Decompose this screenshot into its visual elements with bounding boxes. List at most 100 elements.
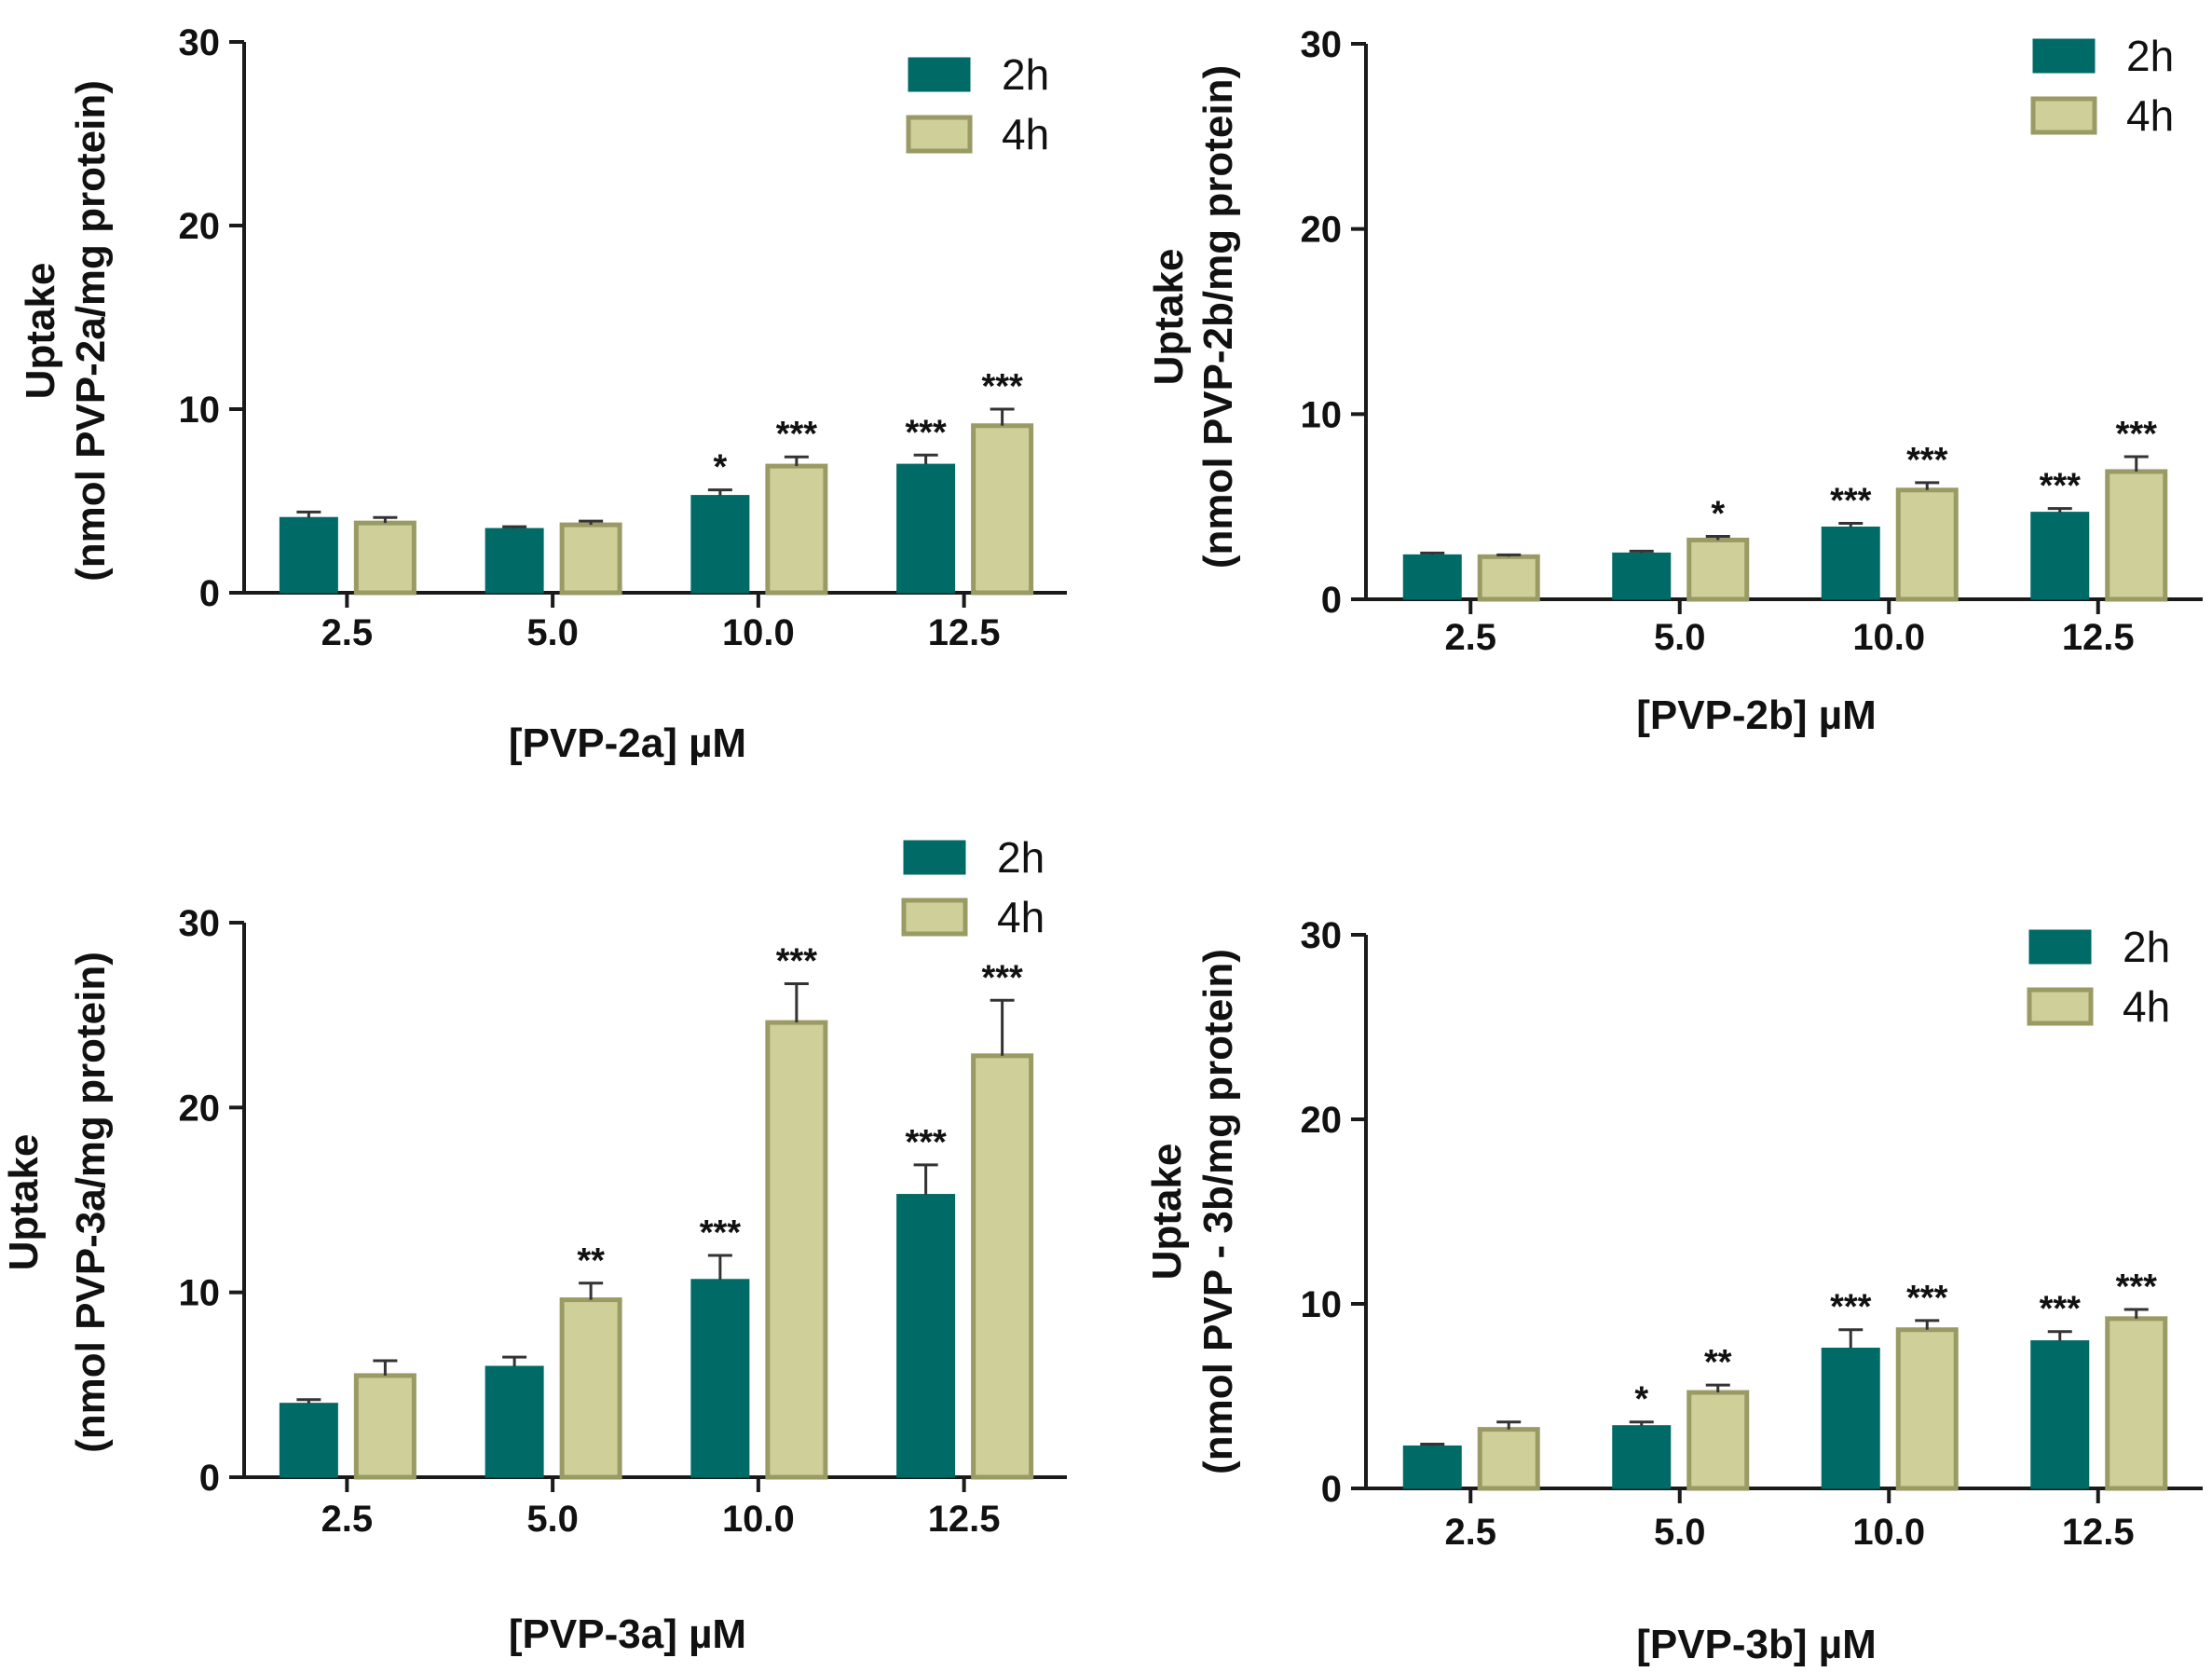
- x-tick-label: 10.0: [722, 612, 795, 653]
- x-axis-label: [PVP-3a] µM: [509, 1611, 746, 1657]
- bar-2h: [1402, 554, 1462, 600]
- x-axis-label: [PVP-2a] µM: [509, 720, 746, 766]
- x-tick-label: 10.0: [1852, 1512, 1925, 1553]
- bar-4h: [2105, 1316, 2168, 1491]
- bar-2h: [1821, 1348, 1880, 1489]
- significance-label: ***: [1906, 441, 1948, 480]
- significance-label: ***: [1830, 482, 1872, 521]
- significance-label: ***: [776, 941, 818, 980]
- legend-label-2h: 2h: [1002, 50, 1049, 99]
- significance-label: ***: [2116, 415, 2158, 454]
- bar-2h: [279, 516, 338, 594]
- significance-label: ***: [2040, 467, 2082, 506]
- y-tick-label: 20: [1301, 210, 1343, 251]
- x-tick-label: 12.5: [928, 1499, 1001, 1540]
- x-tick-label: 5.0: [1654, 1512, 1706, 1553]
- x-tick-label: 2.5: [321, 612, 374, 653]
- bar-2h: [2030, 512, 2090, 600]
- legend-label-2h: 2h: [2126, 32, 2174, 80]
- bar-2h: [1821, 527, 1880, 600]
- bar-4h: [559, 522, 622, 596]
- bar-2h: [485, 1365, 544, 1478]
- y-axis-label-line1: Uptake: [1, 1134, 47, 1271]
- chart-panel: 0 10 20 30 2.5 5.0 ** 10.0 *** *** 12.5 *** *** [PVP-…: [1, 833, 1067, 1657]
- y-tick-label: 30: [179, 903, 221, 944]
- y-axis-label-line2: (nmol PVP-3a/mg protein): [68, 952, 114, 1453]
- legend-label-4h: 4h: [997, 893, 1045, 941]
- x-axis-label: [PVP-3b] µM: [1636, 1622, 1877, 1667]
- x-tick-label: 5.0: [526, 1499, 579, 1540]
- significance-label: ***: [981, 958, 1023, 997]
- x-tick-label: 12.5: [928, 612, 1001, 653]
- legend-swatch-4h: [2027, 987, 2094, 1026]
- bar-4h: [559, 1297, 622, 1480]
- y-tick-label: 0: [199, 1458, 220, 1499]
- x-tick-label: 2.5: [1444, 1512, 1496, 1553]
- y-tick-label: 30: [1301, 915, 1343, 956]
- significance-label: **: [577, 1241, 605, 1281]
- x-tick-label: 12.5: [2062, 617, 2135, 658]
- y-tick-label: 30: [179, 22, 221, 63]
- bar-2h: [1402, 1445, 1462, 1489]
- bar-2h: [485, 528, 544, 594]
- legend-swatch-2h: [2028, 929, 2092, 965]
- significance-label: ***: [1906, 1279, 1948, 1318]
- x-tick-label: 10.0: [722, 1499, 795, 1540]
- bar-4h: [1686, 537, 1750, 602]
- y-axis-label-line2: (nmol PVP-2b/mg protein): [1195, 65, 1241, 569]
- legend-label-4h: 4h: [2126, 91, 2174, 140]
- bar-4h: [765, 463, 828, 596]
- y-tick-label: 10: [179, 1273, 221, 1314]
- legend-swatch-4h: [2030, 96, 2097, 135]
- x-tick-label: 5.0: [526, 612, 579, 653]
- legend-label-2h: 2h: [2123, 923, 2170, 971]
- x-tick-label: 2.5: [1444, 617, 1496, 658]
- y-tick-label: 10: [1301, 1284, 1343, 1325]
- significance-label: *: [1634, 1380, 1648, 1419]
- y-axis-label-line1: Uptake: [1144, 1144, 1190, 1281]
- y-tick-label: 0: [1321, 580, 1342, 621]
- bar-4h: [1686, 1390, 1750, 1491]
- legend-swatch-2h: [903, 840, 966, 875]
- bar-2h: [896, 1194, 956, 1478]
- significance-label: ***: [1830, 1288, 1872, 1327]
- significance-label: ***: [2040, 1290, 2082, 1329]
- y-axis-label-line2: (nmol PVP-2a/mg protein): [68, 80, 114, 582]
- significance-label: ***: [905, 413, 947, 452]
- legend-label-2h: 2h: [997, 833, 1045, 882]
- y-axis-label-line1: Uptake: [1146, 249, 1192, 386]
- bar-4h: [765, 1020, 828, 1480]
- bar-4h: [1477, 554, 1540, 602]
- legend-swatch-4h: [901, 898, 968, 937]
- legend-label-4h: 4h: [1002, 110, 1049, 158]
- x-tick-label: 2.5: [321, 1499, 374, 1540]
- significance-label: ***: [905, 1123, 947, 1162]
- significance-label: ***: [776, 415, 818, 454]
- bar-4h: [1895, 1327, 1959, 1491]
- bar-2h: [690, 1279, 750, 1478]
- y-tick-label: 20: [1301, 1100, 1343, 1141]
- significance-label: ***: [981, 367, 1023, 406]
- significance-label: ***: [2116, 1268, 2158, 1307]
- y-tick-label: 10: [179, 390, 221, 431]
- significance-label: *: [713, 448, 727, 487]
- y-tick-label: 30: [1301, 24, 1343, 65]
- bar-4h: [353, 520, 416, 596]
- legend-swatch-2h: [908, 57, 971, 92]
- bar-4h: [1895, 487, 1959, 602]
- bar-2h: [2030, 1340, 2090, 1489]
- bar-4h: [971, 423, 1034, 596]
- bar-2h: [279, 1403, 338, 1478]
- y-tick-label: 10: [1301, 394, 1343, 435]
- bar-4h: [1477, 1427, 1540, 1491]
- y-tick-label: 20: [179, 1088, 221, 1129]
- bar-4h: [353, 1373, 416, 1480]
- bar-2h: [1612, 552, 1672, 600]
- significance-label: *: [1711, 494, 1725, 533]
- x-axis-label: [PVP-2b] µM: [1636, 692, 1877, 738]
- y-tick-label: 0: [199, 573, 220, 614]
- legend-swatch-2h: [2032, 38, 2096, 74]
